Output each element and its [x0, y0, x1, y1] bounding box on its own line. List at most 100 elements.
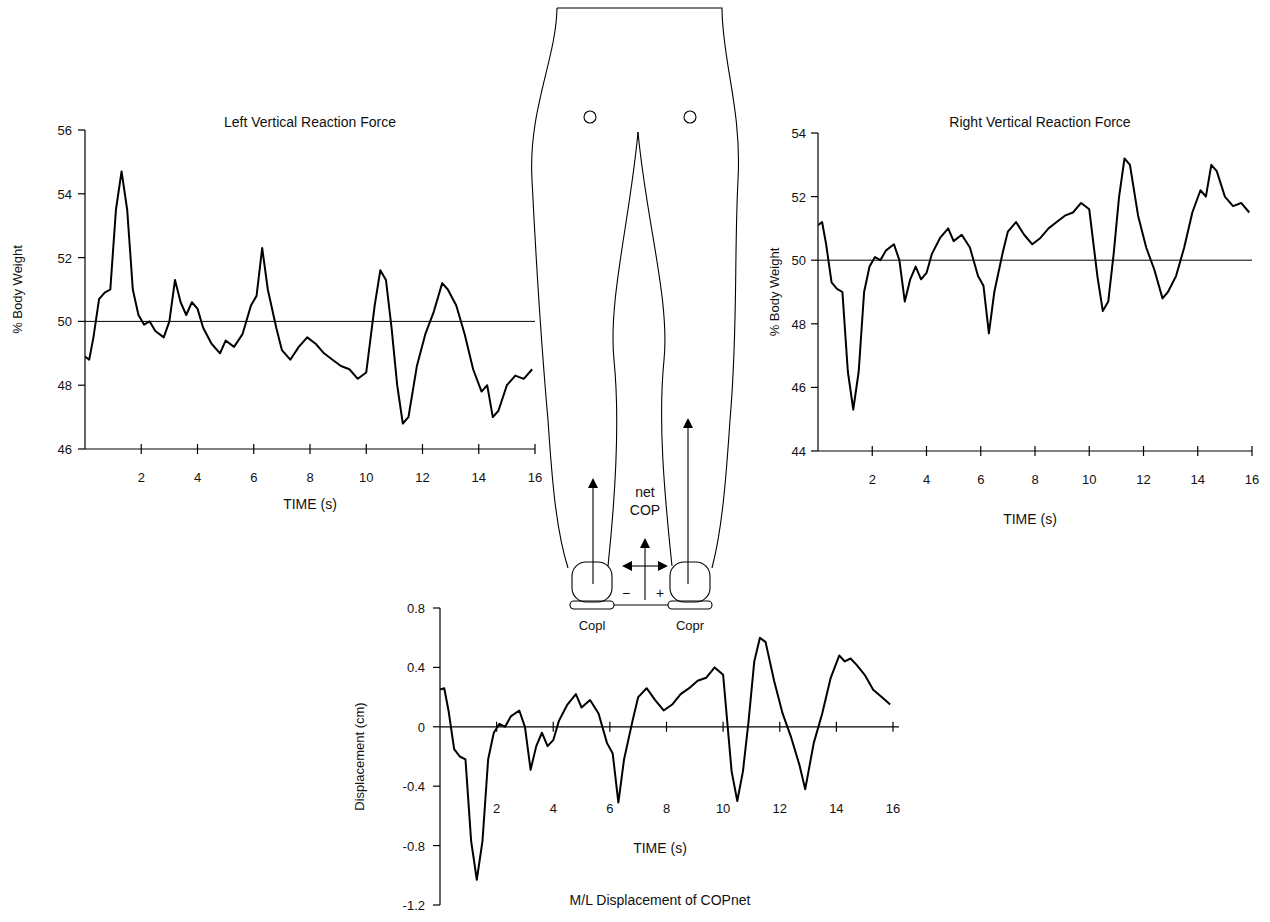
data-line: [818, 158, 1249, 409]
x-tick-label: 12: [415, 470, 429, 485]
y-axis-title: % Body Weight: [767, 247, 782, 336]
y-axis: [84, 130, 85, 449]
y-tick-label: 54: [792, 126, 806, 141]
y-tick: [78, 385, 85, 386]
diagram-label: Copr: [676, 618, 705, 633]
x-tick-label: 2: [869, 472, 876, 487]
plot-area: [440, 638, 890, 880]
x-axis-title: TIME (s): [1003, 511, 1057, 527]
leg-inner: [608, 132, 638, 566]
diagram-label: +: [656, 585, 664, 601]
y-axis-title: Displacement (cm): [352, 702, 367, 810]
y-tick-label: -0.8: [403, 839, 425, 854]
x-tick-label: 2: [493, 801, 500, 816]
foot: [670, 562, 710, 602]
y-tick: [811, 260, 818, 261]
y-axis-title: % Body Weight: [10, 245, 25, 334]
data-line: [440, 638, 890, 880]
x-tick: [980, 446, 981, 456]
x-tick: [534, 444, 535, 454]
y-tick: [811, 323, 818, 324]
x-tick-label: 8: [1031, 472, 1038, 487]
x-tick-label: 12: [1136, 472, 1150, 487]
figure: 464850525456246810121416Left Vertical Re…: [0, 0, 1270, 922]
x-tick: [422, 444, 423, 454]
y-tick-label: 0.4: [407, 660, 425, 675]
foot: [572, 562, 612, 602]
y-tick: [433, 904, 440, 905]
foot-plate: [668, 601, 712, 609]
x-axis: [440, 726, 899, 727]
x-tick: [666, 722, 667, 732]
x-tick-label: 16: [528, 470, 542, 485]
chart-title: Right Vertical Reaction Force: [949, 114, 1131, 130]
y-tick: [811, 132, 818, 133]
chart-title: Left Vertical Reaction Force: [224, 114, 396, 130]
x-axis-title: TIME (s): [283, 496, 337, 512]
diagram-label: COP: [630, 502, 660, 518]
x-tick: [141, 444, 142, 454]
plot-area: [85, 171, 532, 423]
x-tick-label: 16: [886, 801, 900, 816]
y-tick-label: 48: [58, 378, 72, 393]
y-tick-label: 54: [58, 187, 72, 202]
x-tick: [1143, 446, 1144, 456]
foot-plate: [570, 601, 614, 609]
x-tick: [872, 446, 873, 456]
x-tick-label: 10: [716, 801, 730, 816]
body-outline: [557, 8, 739, 568]
chart-panel: 464850525456246810121416Left Vertical Re…: [10, 114, 542, 512]
y-tick: [811, 196, 818, 197]
shift-arrow-head: [658, 561, 668, 571]
chart-panel: -1.2-0.8-0.400.40.8246810121416M/L Displ…: [352, 601, 900, 913]
force-arrow: [644, 546, 645, 600]
x-tick-label: 4: [194, 470, 201, 485]
y-tick: [433, 726, 440, 727]
y-tick-label: 56: [58, 123, 72, 138]
x-tick-label: 2: [138, 470, 145, 485]
x-tick-label: 6: [606, 801, 613, 816]
force-arrow: [687, 426, 688, 584]
reference-line: [85, 321, 535, 322]
force-arrow: [592, 486, 593, 584]
x-tick: [723, 722, 724, 732]
x-axis-title: TIME (s): [633, 840, 687, 856]
y-tick-label: 46: [792, 380, 806, 395]
x-tick-label: 8: [306, 470, 313, 485]
x-tick-label: 4: [923, 472, 930, 487]
y-tick: [78, 321, 85, 322]
chart-panel: 444648505254246810121416Right Vertical R…: [767, 114, 1259, 527]
data-line: [85, 171, 532, 423]
x-tick: [553, 722, 554, 732]
y-tick-label: -1.2: [403, 898, 425, 913]
force-arrow-head: [640, 538, 650, 548]
shift-arrow: [630, 565, 660, 566]
body-diagram: netCOP−+CoplCopr: [532, 8, 739, 633]
x-tick-label: 10: [1082, 472, 1096, 487]
x-tick-label: 10: [359, 470, 373, 485]
x-tick-label: 6: [250, 470, 257, 485]
y-tick-label: 46: [58, 442, 72, 457]
x-tick-label: 4: [550, 801, 557, 816]
baseline: [614, 604, 668, 605]
x-tick-label: 12: [773, 801, 787, 816]
x-tick: [366, 444, 367, 454]
y-tick-label: 52: [792, 190, 806, 205]
reference-line: [818, 260, 1252, 261]
y-tick: [78, 448, 85, 449]
y-tick-label: 50: [58, 314, 72, 329]
force-arrow-head: [588, 478, 598, 488]
y-tick: [78, 193, 85, 194]
y-tick: [433, 845, 440, 846]
x-tick: [478, 444, 479, 454]
y-tick: [811, 450, 818, 451]
y-tick: [78, 129, 85, 130]
y-axis: [817, 133, 818, 451]
y-tick-label: -0.4: [403, 779, 425, 794]
x-tick-label: 14: [1191, 472, 1205, 487]
diagram-label: net: [635, 484, 655, 500]
x-tick-label: 8: [663, 801, 670, 816]
x-tick-label: 14: [829, 801, 843, 816]
y-tick: [433, 786, 440, 787]
body-outline: [532, 8, 568, 568]
